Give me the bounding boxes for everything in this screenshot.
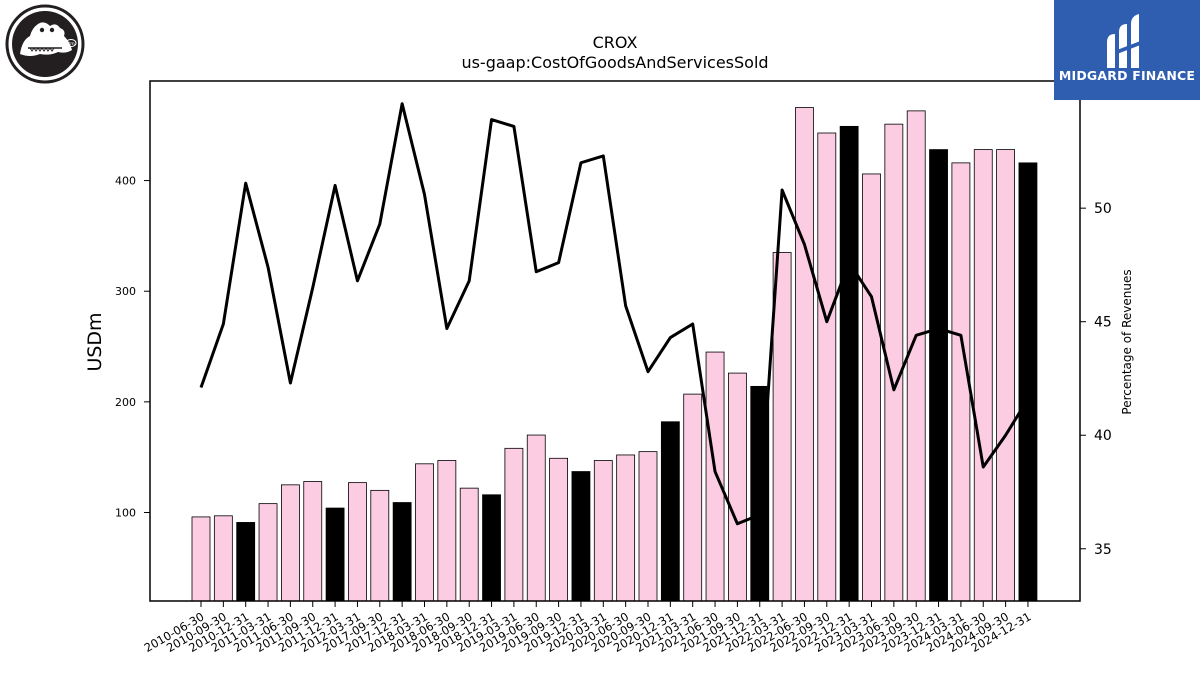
bar-2024-12-31 <box>1018 162 1038 602</box>
bar-2024-09-30 <box>996 149 1015 602</box>
bar-2017-12-31 <box>392 502 412 602</box>
bar-2023-03-31 <box>862 173 881 602</box>
chart-subtitle: us-gaap:CostOfGoodsAndServicesSold <box>461 53 768 72</box>
y-ticks-layer: 100 200 300 400 <box>115 175 150 519</box>
y-tick-label: 400 <box>115 175 136 188</box>
bar-2010-12-31 <box>236 522 256 602</box>
bar-2010-06-30 <box>191 516 211 602</box>
bar-2018-03-31 <box>415 463 434 602</box>
bar-2020-06-30 <box>616 454 636 602</box>
bar-2019-09-30 <box>549 457 568 602</box>
y2-tick-label: 45 <box>1094 315 1112 331</box>
bar-2017-09-30 <box>370 489 390 602</box>
bar-2024-06-30 <box>973 149 993 602</box>
y-tick-label: 200 <box>115 396 136 409</box>
bar-2021-09-30 <box>728 372 747 602</box>
bars-layer <box>191 107 1038 602</box>
bar-2022-06-30 <box>795 107 814 602</box>
y2-tick-label: 50 <box>1094 201 1112 217</box>
line-layer <box>199 102 1030 526</box>
y-tick-label: 300 <box>115 285 136 298</box>
bar-2018-06-30 <box>437 460 457 602</box>
bar-2023-09-30 <box>906 110 926 602</box>
bar-2024-03-31 <box>951 162 971 602</box>
bar-2021-03-31 <box>683 393 703 602</box>
bar-2011-09-30 <box>303 481 323 602</box>
bar-2011-03-31 <box>258 503 278 602</box>
bar-2019-03-31 <box>504 447 524 602</box>
plot-frame <box>149 80 1081 602</box>
bar-2020-09-30 <box>638 451 658 602</box>
y2-tick-label: 40 <box>1094 428 1112 444</box>
midgard-logo-icon <box>1107 14 1143 68</box>
x-ticks-layer: 2010-06-302010-09-302010-12-312011-03-31… <box>142 601 1033 655</box>
bar-2022-12-31 <box>839 125 859 602</box>
bar-2011-06-30 <box>280 484 300 602</box>
bar-2022-09-30 <box>817 132 837 602</box>
y2-axis-label: Percentage of Revenues <box>1120 269 1134 414</box>
percentage-line <box>199 102 1030 526</box>
bar-2022-03-31 <box>772 252 792 602</box>
bar-2018-09-30 <box>459 487 479 602</box>
y2-ticks-layer: 35 40 45 50 <box>1080 201 1112 558</box>
y-tick-label: 100 <box>115 506 136 519</box>
chart-title: CROX <box>593 33 638 52</box>
brand-badge: MIDGARD FINANCE <box>1054 0 1200 100</box>
bar-2018-12-31 <box>482 494 501 602</box>
y-axis-label: USDm <box>84 312 106 371</box>
bar-2021-06-30 <box>705 351 725 602</box>
bar-2012-03-31 <box>348 482 367 602</box>
bar-2019-12-31 <box>571 471 591 602</box>
bar-2020-12-31 <box>660 421 680 602</box>
brand-name: MIDGARD FINANCE <box>1058 68 1196 83</box>
bar-2023-12-31 <box>929 149 948 602</box>
crocodile-logo: tm <box>5 4 85 84</box>
bar-2019-06-30 <box>526 434 546 602</box>
y2-tick-label: 35 <box>1094 542 1112 558</box>
bar-2011-12-31 <box>325 507 345 602</box>
bar-2010-09-30 <box>213 515 233 602</box>
svg-text:tm: tm <box>69 41 75 47</box>
bar-2020-03-31 <box>593 460 613 602</box>
